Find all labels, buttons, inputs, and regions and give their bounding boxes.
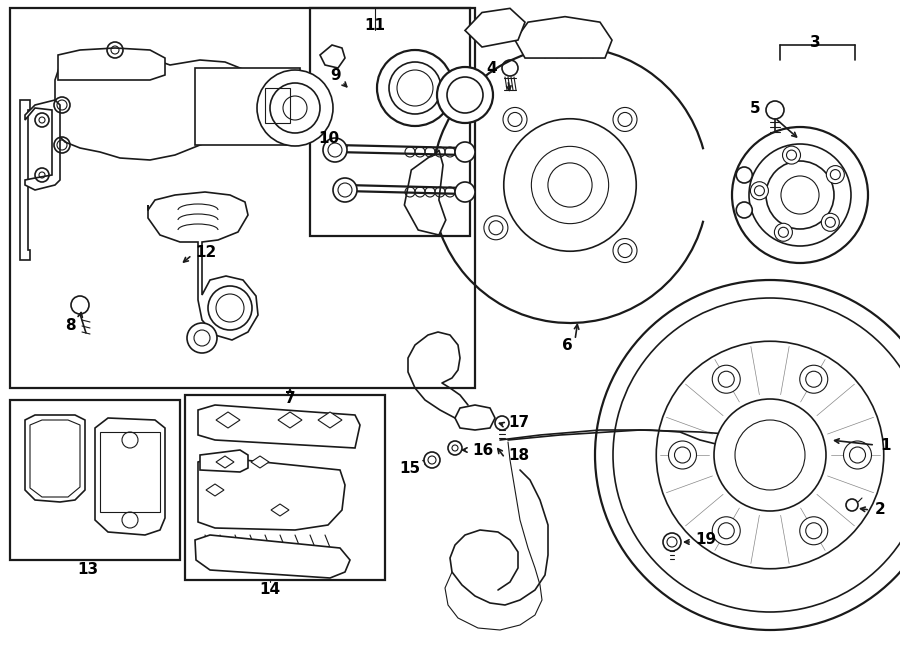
Circle shape: [712, 365, 740, 393]
Polygon shape: [455, 405, 495, 430]
Circle shape: [736, 167, 752, 183]
Polygon shape: [198, 457, 345, 530]
Polygon shape: [58, 48, 165, 80]
Text: 7: 7: [284, 391, 295, 406]
Text: 19: 19: [695, 532, 716, 547]
Text: 14: 14: [259, 583, 281, 598]
Circle shape: [504, 118, 636, 252]
Circle shape: [437, 67, 493, 123]
Polygon shape: [404, 150, 446, 235]
Circle shape: [751, 182, 769, 200]
Text: 11: 11: [364, 17, 385, 32]
Polygon shape: [148, 192, 258, 340]
Circle shape: [455, 182, 475, 202]
Circle shape: [270, 83, 320, 133]
Bar: [310, 8, 470, 236]
Text: 5: 5: [750, 101, 760, 115]
Circle shape: [323, 138, 347, 162]
Text: 13: 13: [77, 563, 99, 577]
Text: 8: 8: [65, 318, 76, 332]
Polygon shape: [198, 405, 360, 448]
Circle shape: [208, 286, 252, 330]
Circle shape: [333, 178, 357, 202]
Text: 18: 18: [508, 448, 529, 463]
Circle shape: [774, 223, 792, 241]
Polygon shape: [271, 504, 289, 516]
Circle shape: [669, 441, 697, 469]
Polygon shape: [216, 456, 234, 468]
Circle shape: [822, 213, 840, 231]
Circle shape: [800, 517, 828, 545]
Text: 16: 16: [472, 442, 493, 457]
Polygon shape: [95, 418, 165, 535]
Polygon shape: [195, 68, 300, 145]
Polygon shape: [320, 45, 345, 68]
Polygon shape: [318, 412, 342, 428]
Circle shape: [595, 280, 900, 630]
Polygon shape: [25, 415, 85, 502]
Circle shape: [389, 62, 441, 114]
Text: 1: 1: [880, 438, 890, 453]
Text: 15: 15: [399, 461, 420, 475]
Text: 6: 6: [562, 338, 572, 352]
Polygon shape: [25, 100, 60, 190]
Text: 2: 2: [875, 502, 886, 518]
Circle shape: [448, 441, 462, 455]
Circle shape: [843, 441, 871, 469]
Polygon shape: [216, 412, 240, 428]
Circle shape: [826, 166, 844, 183]
Text: 12: 12: [195, 244, 216, 260]
Bar: [10, 8, 475, 388]
Polygon shape: [515, 17, 612, 58]
Polygon shape: [278, 412, 302, 428]
Text: 4: 4: [486, 60, 497, 75]
Circle shape: [712, 517, 740, 545]
Polygon shape: [251, 456, 269, 468]
Bar: [100, 432, 160, 512]
Polygon shape: [55, 52, 295, 160]
Circle shape: [257, 70, 333, 146]
Text: 17: 17: [508, 414, 529, 430]
Circle shape: [455, 142, 475, 162]
Text: 9: 9: [330, 68, 340, 83]
Text: 10: 10: [318, 130, 339, 146]
Polygon shape: [206, 484, 224, 496]
Circle shape: [732, 127, 868, 263]
Circle shape: [714, 399, 826, 511]
Bar: [265, 88, 290, 123]
Text: 3: 3: [810, 34, 820, 50]
Circle shape: [377, 50, 453, 126]
Circle shape: [187, 323, 217, 353]
Circle shape: [424, 452, 440, 468]
Circle shape: [736, 202, 752, 218]
Polygon shape: [200, 450, 248, 472]
Polygon shape: [465, 9, 525, 47]
Polygon shape: [195, 535, 350, 578]
Circle shape: [782, 146, 800, 164]
Circle shape: [800, 365, 828, 393]
Bar: [10, 400, 180, 560]
Bar: [185, 395, 385, 580]
